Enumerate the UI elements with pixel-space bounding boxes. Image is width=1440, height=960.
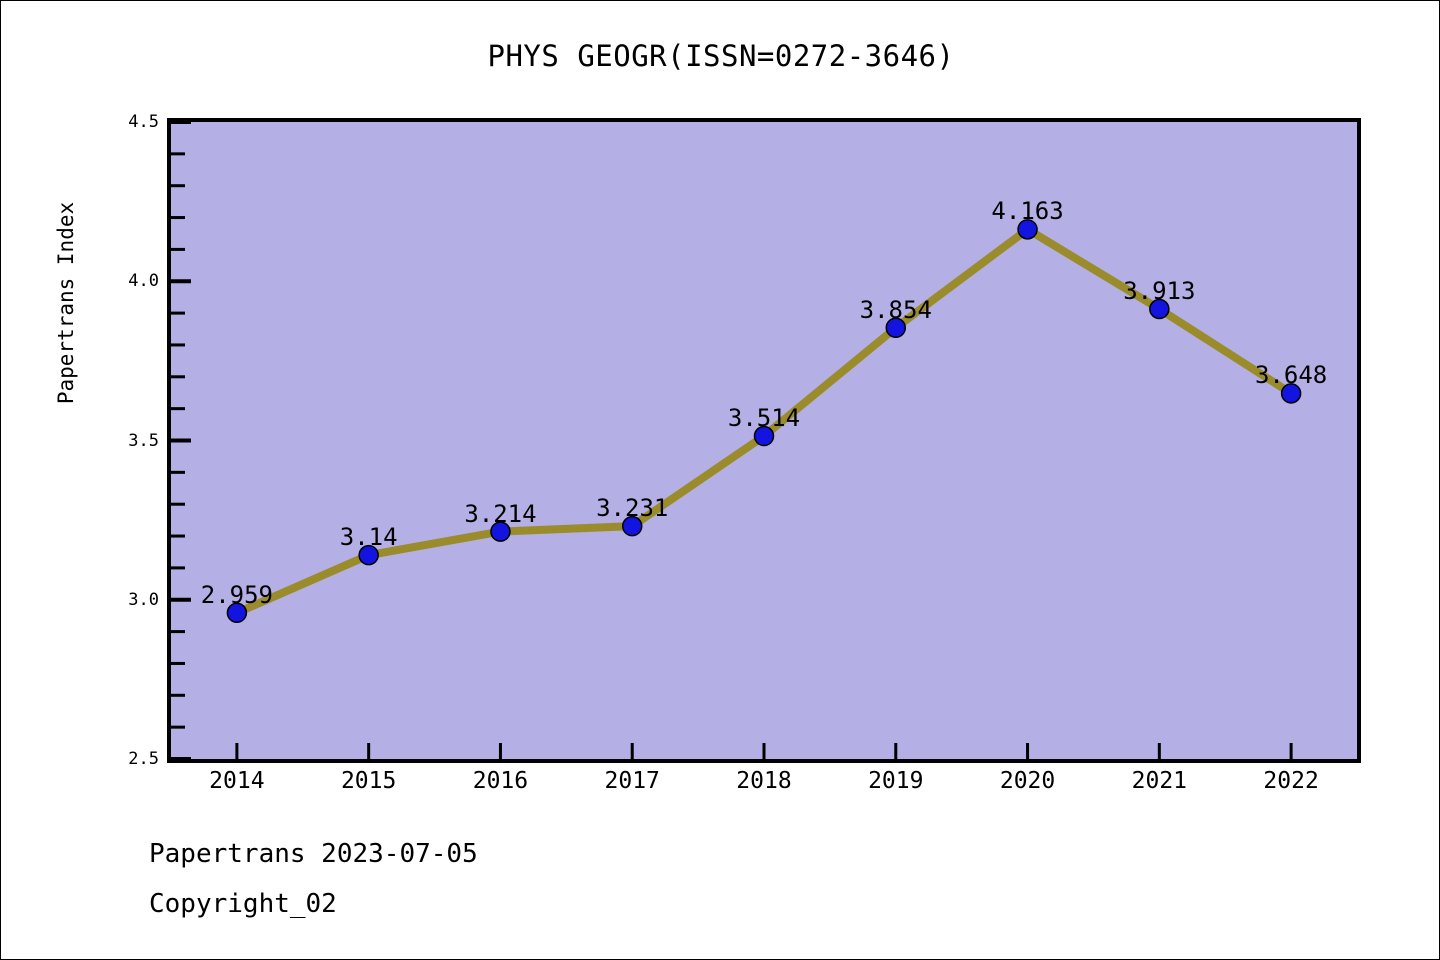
x-tick-label: 2018 xyxy=(736,768,792,794)
data-point-label: 4.163 xyxy=(991,197,1064,226)
footer-copyright: Copyright_02 xyxy=(149,889,337,919)
data-point-marker[interactable] xyxy=(1280,383,1302,404)
data-point-label: 3.231 xyxy=(596,494,669,523)
y-tick-label: 3.0 xyxy=(128,589,159,610)
data-point-marker[interactable] xyxy=(753,425,775,447)
data-point-label: 3.214 xyxy=(464,499,537,528)
x-tick-label: 2022 xyxy=(1263,768,1319,794)
data-point-marker[interactable] xyxy=(1017,219,1038,240)
data-point-marker[interactable] xyxy=(226,602,248,624)
data-point-label: 3.913 xyxy=(1123,276,1196,305)
y-tick-label: 3.5 xyxy=(128,430,159,451)
x-tick-label: 2021 xyxy=(1131,768,1188,794)
x-tick-label: 2020 xyxy=(999,768,1056,794)
y-tick-label: 4.0 xyxy=(128,271,159,292)
x-tick-label: 2019 xyxy=(868,768,924,794)
data-point-label: 2.959 xyxy=(200,580,273,609)
footer-date: Papertrans 2023-07-05 xyxy=(149,839,478,869)
data-point-marker[interactable] xyxy=(358,544,379,566)
data-point-label: 3.514 xyxy=(727,404,801,433)
axis-ticks xyxy=(171,120,1293,761)
data-point-label: 3.648 xyxy=(1254,361,1328,390)
data-point-marker[interactable] xyxy=(1149,298,1170,320)
x-tick-label: 2017 xyxy=(604,768,660,794)
data-point-label: 3.854 xyxy=(859,295,932,324)
data-point-label: 3.14 xyxy=(339,523,398,552)
y-axis-title: Papertrans Index xyxy=(54,201,78,405)
page-title: PHYS GEOGR(ISSN=0272-3646) xyxy=(487,39,955,73)
x-tick-label: 2015 xyxy=(340,768,397,794)
data-point-marker[interactable] xyxy=(885,317,907,339)
y-tick-label: 2.5 xyxy=(128,749,159,769)
y-tick-label: 4.5 xyxy=(128,112,159,132)
data-point-marker[interactable] xyxy=(621,515,643,537)
plot-canvas xyxy=(171,120,1302,761)
x-tick-label: 2014 xyxy=(209,768,265,794)
x-tick-label: 2016 xyxy=(472,768,529,794)
data-point-marker[interactable] xyxy=(490,521,511,542)
